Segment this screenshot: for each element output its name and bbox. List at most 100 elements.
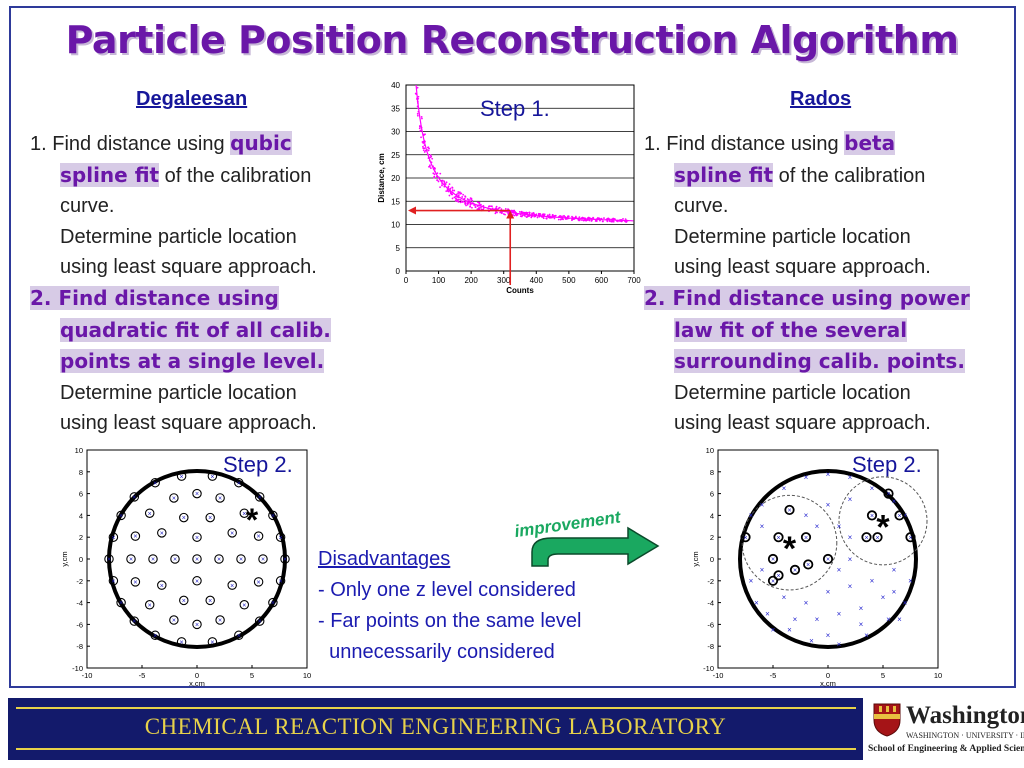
right-line-1-bold: beta [844, 131, 896, 155]
calibration-point: × [144, 600, 155, 610]
calibration-point [437, 180, 440, 183]
calibration-point [524, 211, 527, 214]
calibration-point [578, 219, 581, 221]
right-line-2: spline fit of the calibration [644, 160, 970, 192]
calibration-point [448, 194, 451, 197]
calibration-point [532, 211, 535, 214]
calibration-point: × [864, 631, 869, 640]
calibration-point [610, 220, 613, 223]
calibration-point [528, 211, 531, 214]
calibration-point: × [903, 598, 908, 607]
calibration-points [414, 85, 634, 223]
calibration-point: × [239, 600, 250, 610]
calibration-point [416, 112, 419, 115]
calibration-point [422, 147, 425, 150]
right-line-7-bold: law fit of the several [674, 317, 908, 342]
calibration-point [462, 193, 465, 196]
calibration-point [474, 205, 477, 208]
calibration-point [459, 201, 462, 204]
university-name: Washington [906, 702, 1024, 729]
y-tick-label: 40 [391, 81, 400, 90]
y-axis-label: y,cm [60, 551, 69, 566]
calibration-point [458, 191, 461, 194]
calibration-point [468, 199, 470, 201]
calibration-point [500, 212, 503, 215]
selected-point: × [894, 510, 905, 521]
calibration-point: × [837, 609, 842, 618]
y-tick-label: 0 [79, 555, 83, 564]
calibration-point: × [192, 554, 202, 564]
svg-text:×: × [195, 535, 199, 542]
calibration-point [424, 133, 426, 136]
calibration-point [518, 210, 521, 213]
calibration-point [427, 149, 430, 152]
left-line-6: 2. Find distance using [30, 283, 331, 315]
svg-text:×: × [132, 494, 136, 501]
step2-label-left: Step 2. [223, 452, 293, 477]
calibration-point: × [268, 597, 278, 608]
calibration-point [477, 201, 479, 204]
svg-text:×: × [258, 619, 262, 626]
calibration-point [460, 200, 463, 203]
svg-text:×: × [897, 513, 901, 520]
calibration-point [553, 217, 556, 220]
selected-point: × [784, 504, 795, 516]
calibration-point: × [254, 492, 265, 502]
calibration-point: × [170, 554, 180, 564]
x-tick-label: 5 [881, 671, 885, 680]
svg-text:×: × [208, 515, 212, 522]
calibration-point [457, 192, 459, 195]
calibration-point: × [215, 615, 225, 625]
calibration-point: × [234, 630, 244, 641]
calibration-point [504, 213, 506, 216]
calibration-point [513, 214, 516, 217]
calibration-point: × [205, 595, 215, 606]
calibration-point [433, 176, 435, 179]
x-tick-label: 100 [432, 276, 446, 285]
svg-text:×: × [804, 535, 808, 542]
y-axis-label: y,cm [691, 551, 700, 566]
heading-degaleesan: Degaleesan [136, 88, 248, 110]
calibration-point: × [870, 484, 875, 493]
calibration-point [578, 216, 581, 218]
lookup-arrowhead-left [408, 206, 416, 215]
right-line-5: using least square approach. [674, 256, 931, 279]
selected-point: × [800, 532, 812, 543]
calibration-point [457, 200, 460, 203]
calibration-point: × [848, 533, 853, 542]
calibration-point [450, 192, 453, 195]
calibration-point [439, 172, 442, 175]
calibration-point: × [870, 577, 875, 586]
x-tick-label: 300 [497, 276, 511, 285]
calibration-point [454, 199, 457, 202]
y-tick-label: -2 [76, 577, 83, 586]
svg-text:×: × [787, 508, 791, 515]
calibration-point: × [848, 555, 853, 564]
left-line-2-text: of the calibration [159, 164, 312, 187]
svg-text:×: × [908, 535, 912, 542]
calibration-point [582, 219, 585, 222]
calibration-point: × [234, 477, 244, 488]
svg-text:×: × [230, 583, 234, 590]
calibration-point: × [804, 473, 809, 482]
y-tick-label: 8 [710, 468, 714, 477]
calibration-point [464, 201, 467, 204]
right-line-2-bold: spline fit [674, 162, 774, 187]
calibration-point [445, 181, 448, 184]
svg-text:×: × [148, 602, 152, 609]
svg-text:×: × [208, 598, 212, 605]
calibration-point [495, 205, 498, 208]
slide-title: Particle Position Reconstruction Algorit… [65, 18, 959, 62]
calibration-point [445, 190, 448, 193]
calibration-point [480, 206, 482, 209]
calibration-point: × [892, 566, 897, 575]
calibration-point: × [897, 615, 902, 624]
x-tick-label: -10 [82, 671, 93, 680]
calibration-point: × [129, 492, 140, 502]
y-tick-label: 5 [396, 244, 401, 253]
calibration-point: × [837, 640, 842, 649]
svg-text:×: × [261, 557, 265, 564]
step2-label-right: Step 2. [852, 452, 922, 477]
left-line-1-text: 1. Find distance using [30, 133, 231, 155]
